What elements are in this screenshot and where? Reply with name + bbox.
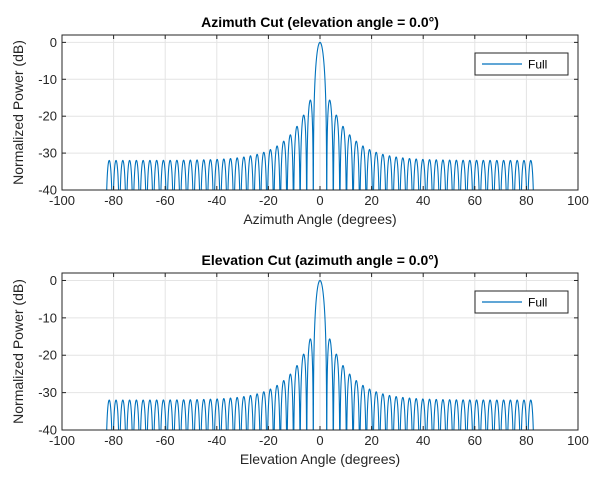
x-tick-label: -60 [156,433,175,448]
y-tick-label: -40 [38,183,57,198]
legend-label: Full [528,58,547,72]
x-tick-label: 80 [519,433,533,448]
x-tick-label: -20 [259,193,278,208]
x-tick-label: -80 [104,193,123,208]
y-tick-label: -40 [38,423,57,438]
y-tick-label: -20 [38,109,57,124]
x-tick-label: 60 [468,433,482,448]
series-line-1 [106,279,534,430]
chart-title: Elevation Cut (azimuth angle = 0.0°) [201,252,438,268]
x-tick-label: 60 [468,193,482,208]
y-tick-label: -30 [38,385,57,400]
legend: Full [474,290,569,314]
y-tick-label: -10 [38,72,57,87]
y-tick-label: 0 [50,35,57,50]
chart-title: Azimuth Cut (elevation angle = 0.0°) [201,14,439,30]
x-axis-label: Azimuth Angle (degrees) [243,211,396,227]
x-tick-label: -40 [207,193,226,208]
x-tick-label: -100 [49,193,75,208]
legend: Full [474,52,569,76]
y-tick-label: -10 [38,310,57,325]
subplot-1: -100 -80 -60 -40 -20 0 20 40 60 80 100 0 -10 -20 -30 -4… [10,14,589,227]
x-tick-label: -80 [104,433,123,448]
y-axis-label: Normalized Power (dB) [10,279,26,424]
x-tick-label: 0 [316,433,323,448]
x-tick-label: 0 [316,193,323,208]
x-tick-label: 20 [364,193,378,208]
subplot-2: -100 -80 -60 -40 -20 0 20 40 60 80 100 0 -10 -20 -30 -4… [10,252,589,467]
y-tick-label: -20 [38,348,57,363]
x-tick-label: -40 [207,433,226,448]
legend-label: Full [528,296,547,310]
x-tick-label: 40 [416,433,430,448]
x-tick-label: -60 [156,193,175,208]
x-tick-label: 40 [416,193,430,208]
x-tick-label: 100 [567,433,589,448]
x-tick-label: -100 [49,433,75,448]
y-tick-label: -30 [38,146,57,161]
x-tick-label: 100 [567,193,589,208]
x-tick-label: 20 [364,433,378,448]
y-axis-label: Normalized Power (dB) [10,40,26,185]
series-line-1 [106,41,534,190]
x-axis-label: Elevation Angle (degrees) [240,451,400,467]
x-tick-label: 80 [519,193,533,208]
y-tick-label: 0 [50,273,57,288]
x-tick-label: -20 [259,433,278,448]
